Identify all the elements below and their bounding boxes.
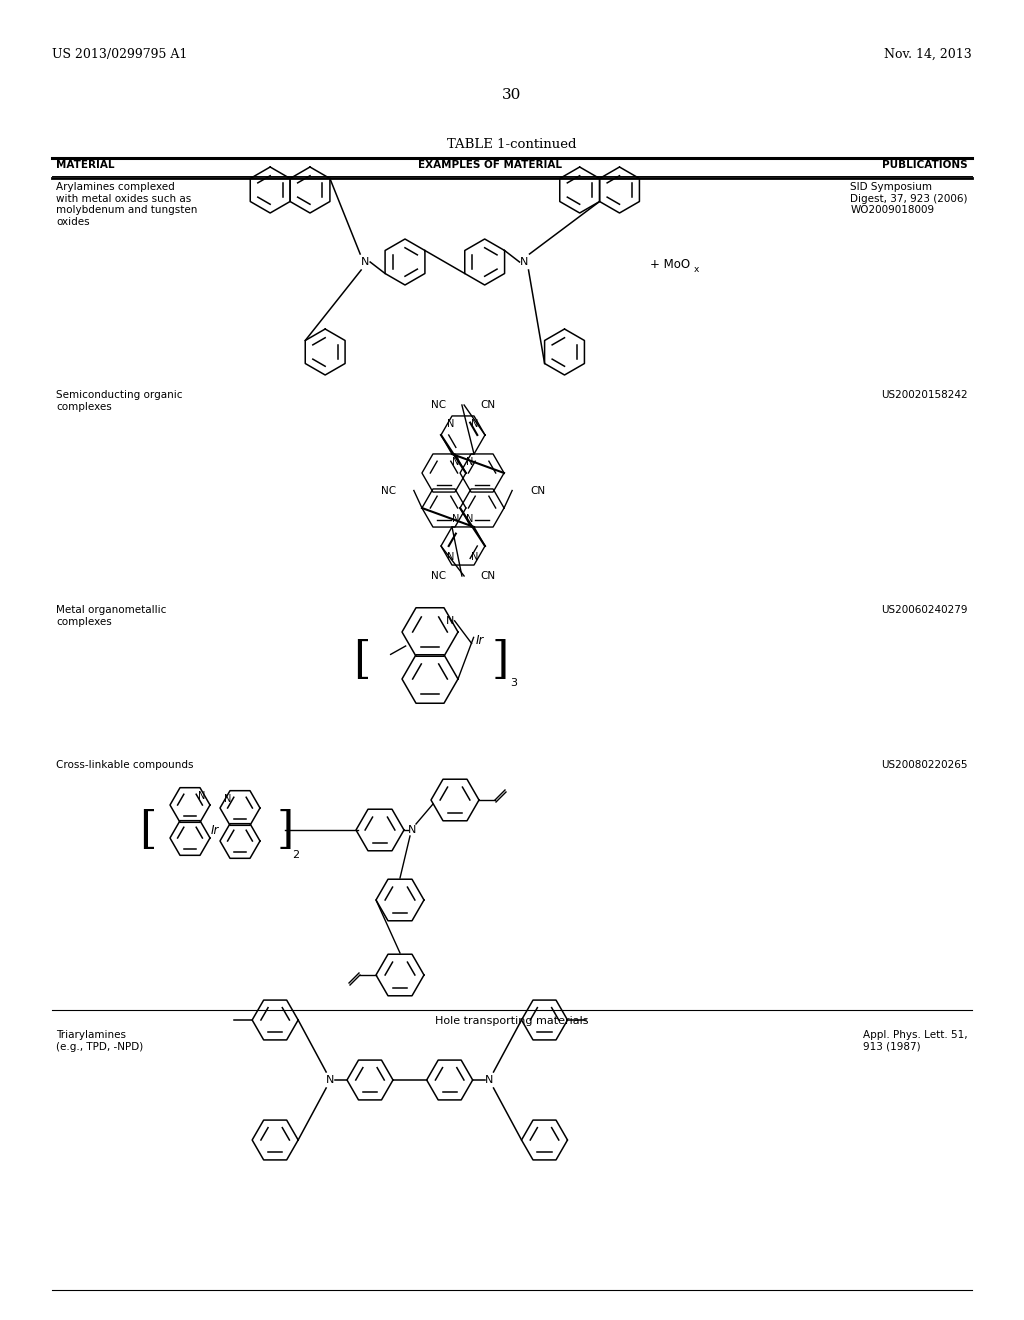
Text: US20020158242: US20020158242 (882, 389, 968, 400)
Text: CN: CN (530, 486, 546, 495)
Text: Cross-linkable compounds: Cross-linkable compounds (56, 760, 194, 770)
Text: N: N (453, 513, 460, 524)
Text: N: N (224, 795, 231, 804)
Text: N: N (361, 257, 370, 267)
Text: N: N (453, 457, 460, 467)
Text: ]: ] (492, 639, 509, 681)
Text: EXAMPLES OF MATERIAL: EXAMPLES OF MATERIAL (418, 160, 562, 170)
Text: [: [ (353, 639, 371, 681)
Text: 30: 30 (503, 88, 521, 102)
Text: Arylamines complexed
with metal oxides such as
molybdenum and tungsten
oxides: Arylamines complexed with metal oxides s… (56, 182, 198, 227)
Text: PUBLICATIONS: PUBLICATIONS (883, 160, 968, 170)
Text: + MoO: + MoO (650, 259, 690, 272)
Text: US20060240279: US20060240279 (882, 605, 968, 615)
Text: SID Symposium
Digest, 37, 923 (2006)
WO2009018009: SID Symposium Digest, 37, 923 (2006) WO2… (851, 182, 968, 215)
Text: N: N (199, 791, 206, 801)
Text: NC: NC (381, 486, 396, 495)
Text: 3: 3 (510, 678, 517, 688)
Text: Hole transporting materials: Hole transporting materials (435, 1016, 589, 1026)
Text: Triarylamines
(e.g., TPD, -NPD): Triarylamines (e.g., TPD, -NPD) (56, 1030, 143, 1052)
Text: Ir: Ir (211, 824, 219, 837)
Text: N: N (326, 1074, 335, 1085)
Text: N: N (447, 552, 455, 562)
Text: Ir: Ir (475, 634, 483, 647)
Text: CN: CN (480, 400, 496, 411)
Text: N: N (471, 552, 479, 562)
Text: Appl. Phys. Lett. 51,
913 (1987): Appl. Phys. Lett. 51, 913 (1987) (863, 1030, 968, 1052)
Text: N: N (471, 418, 479, 429)
Text: CN: CN (480, 572, 496, 581)
Text: TABLE 1-continued: TABLE 1-continued (447, 139, 577, 150)
Text: N: N (408, 825, 416, 836)
Text: 2: 2 (292, 850, 299, 861)
Text: NC: NC (431, 400, 445, 411)
Text: Metal organometallic
complexes: Metal organometallic complexes (56, 605, 166, 627)
Text: MATERIAL: MATERIAL (56, 160, 115, 170)
Text: N: N (466, 513, 474, 524)
Text: US20080220265: US20080220265 (882, 760, 968, 770)
Text: N: N (445, 616, 454, 626)
Text: Semiconducting organic
complexes: Semiconducting organic complexes (56, 389, 182, 412)
Text: Nov. 14, 2013: Nov. 14, 2013 (885, 48, 972, 61)
Text: US 2013/0299795 A1: US 2013/0299795 A1 (52, 48, 187, 61)
Text: N: N (466, 457, 474, 467)
Text: [: [ (139, 808, 157, 851)
Text: N: N (447, 418, 455, 429)
Text: x: x (694, 264, 699, 273)
Text: NC: NC (431, 572, 445, 581)
Text: ]: ] (276, 808, 294, 851)
Text: N: N (485, 1074, 494, 1085)
Text: N: N (520, 257, 528, 267)
